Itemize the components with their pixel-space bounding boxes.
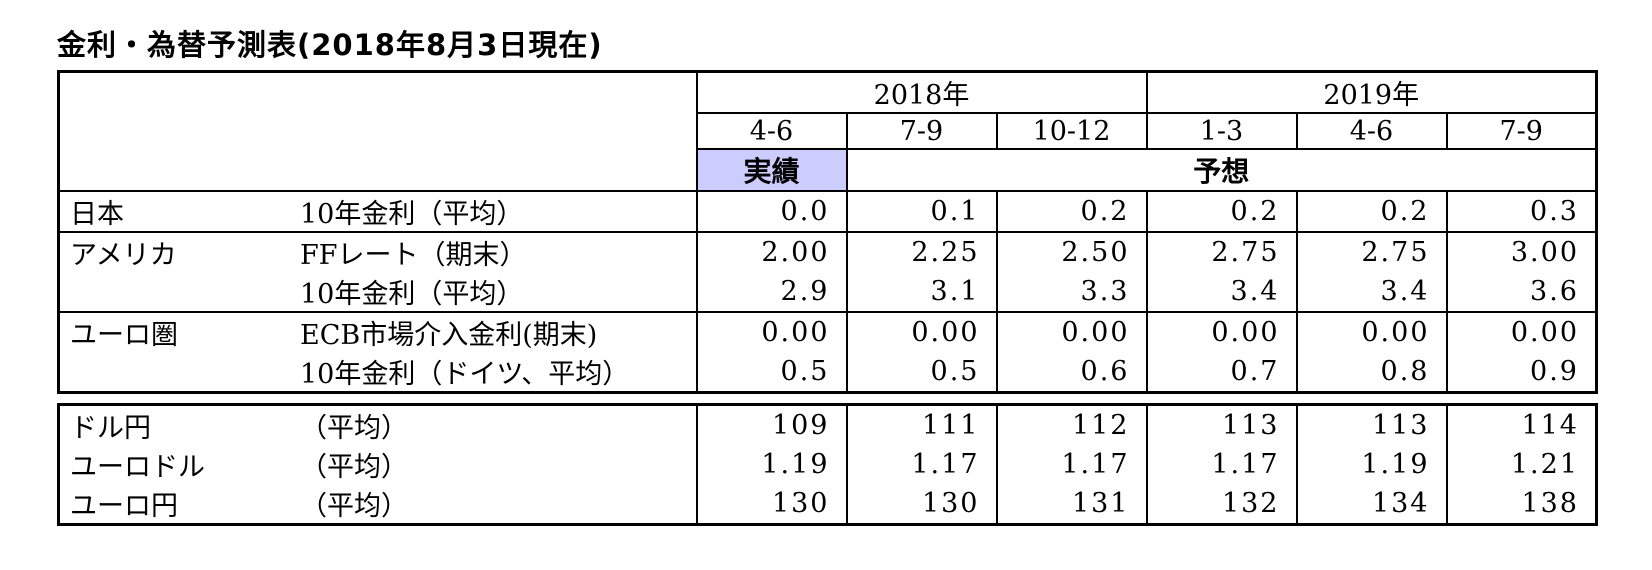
quarter-header-row: 4-6 7-9 10-12 1-3 4-6 7-9 xyxy=(59,113,1597,150)
value-cell: 132 xyxy=(1145,484,1297,525)
rates-row: 日本 10年金利（平均） 0.0 0.1 0.2 0.2 0.2 0.3 xyxy=(58,190,1597,232)
row-label-cell: 日本 10年金利（平均） xyxy=(58,190,697,232)
rates-row: 10年金利（平均） 2.9 3.1 3.3 3.4 3.4 3.6 xyxy=(59,272,1597,312)
metric-label: ECB市場介入金利(期末) xyxy=(300,320,598,351)
value-cell: 0.3 xyxy=(1445,190,1597,232)
value-cell: 138 xyxy=(1445,484,1597,525)
value-cell: 2.9 xyxy=(695,272,847,312)
value-cell: 130 xyxy=(695,484,847,525)
row-label-cell: ドル円 （平均） xyxy=(59,405,697,446)
actual-forecast-row: 実績 予想 xyxy=(59,149,1597,192)
value-cell: 2.50 xyxy=(995,231,1147,272)
value-cell: 131 xyxy=(995,484,1147,525)
quarter-header: 7-9 xyxy=(1445,113,1597,150)
value-cell: 134 xyxy=(1295,484,1447,525)
value-cell: 2.00 xyxy=(695,231,847,272)
row-label-cell: ユーロドル （平均） xyxy=(59,445,697,484)
value-cell: 1.17 xyxy=(995,445,1147,484)
value-cell: 1.19 xyxy=(695,445,847,484)
fx-forecast-table: ドル円 （平均） 109 111 112 113 113 114 ユーロドル （平均） 1.19 1.… xyxy=(57,403,1598,526)
value-cell: 0.9 xyxy=(1445,352,1597,393)
corner-cell xyxy=(58,71,697,192)
rates-row: 10年金利（ドイツ、平均） 0.5 0.5 0.6 0.7 0.8 0.9 xyxy=(59,352,1597,393)
quarter-header: 4-6 xyxy=(1295,113,1447,150)
value-cell: 2.25 xyxy=(845,231,997,272)
rates-forecast-table: 2018年 2019年 4-6 7-9 10-12 1-3 4-6 7-9 実績… xyxy=(57,70,1598,394)
metric-label: （平均） xyxy=(300,413,408,444)
fx-row: ドル円 （平均） 109 111 112 113 113 114 xyxy=(59,404,1597,446)
value-cell: 0.0 xyxy=(695,190,847,232)
row-label-cell: ユーロ円 （平均） xyxy=(59,484,697,525)
forecast-header-cell: 予想 xyxy=(845,149,1597,192)
row-label-cell: アメリカ FFレート（期末） xyxy=(58,231,697,272)
value-cell: 3.4 xyxy=(1295,272,1447,312)
year-header-2019: 2019年 xyxy=(1145,71,1597,114)
value-cell: 1.17 xyxy=(845,445,997,484)
fx-row: ユーロドル （平均） 1.19 1.17 1.17 1.17 1.19 1.21 xyxy=(59,445,1597,484)
value-cell: 3.00 xyxy=(1445,231,1597,272)
value-cell: 1.17 xyxy=(1145,445,1297,484)
value-cell: 2.75 xyxy=(1295,231,1447,272)
fx-row: ユーロ円 （平均） 130 130 131 132 134 138 xyxy=(59,484,1597,525)
metric-label: 10年金利（平均） xyxy=(300,279,524,310)
pair-label: ユーロドル xyxy=(70,452,205,483)
row-label-cell: 10年金利（平均） xyxy=(59,272,697,312)
value-cell: 109 xyxy=(695,404,847,445)
actual-header-cell: 実績 xyxy=(695,149,847,192)
metric-label: 10年金利（ドイツ、平均） xyxy=(300,359,630,390)
value-cell: 3.1 xyxy=(845,272,997,312)
value-cell: 113 xyxy=(1145,404,1297,445)
row-label-cell: ユーロ圏 ECB市場介入金利(期末) xyxy=(58,311,697,352)
value-cell: 3.3 xyxy=(995,272,1147,312)
value-cell: 0.00 xyxy=(995,311,1147,352)
value-cell: 130 xyxy=(845,484,997,525)
row-label-cell: 10年金利（ドイツ、平均） xyxy=(59,352,697,393)
value-cell: 0.00 xyxy=(1445,311,1597,352)
value-cell: 0.2 xyxy=(995,190,1147,232)
quarter-header: 10-12 xyxy=(995,113,1147,150)
fx-table-body: ドル円 （平均） 109 111 112 113 113 114 ユーロドル （平均） 1.19 1.… xyxy=(59,404,1597,525)
value-cell: 0.5 xyxy=(845,352,997,393)
metric-label: （平均） xyxy=(300,452,408,483)
value-cell: 3.4 xyxy=(1145,272,1297,312)
region-label: アメリカ xyxy=(70,240,177,271)
quarter-header: 4-6 xyxy=(695,113,847,150)
pair-label: ドル円 xyxy=(70,413,151,444)
value-cell: 2.75 xyxy=(1145,231,1297,272)
metric-label: FFレート（期末） xyxy=(300,240,527,271)
year-header-2018: 2018年 xyxy=(695,71,1147,114)
value-cell: 113 xyxy=(1295,404,1447,445)
value-cell: 1.19 xyxy=(1295,445,1447,484)
value-cell: 0.6 xyxy=(995,352,1147,393)
pair-label: ユーロ円 xyxy=(70,491,178,522)
value-cell: 0.00 xyxy=(695,311,847,352)
value-cell: 0.2 xyxy=(1295,190,1447,232)
value-cell: 112 xyxy=(995,404,1147,445)
value-cell: 1.21 xyxy=(1445,445,1597,484)
value-cell: 111 xyxy=(845,404,997,445)
rates-row: アメリカ FFレート（期末） 2.00 2.25 2.50 2.75 2.75 3.00 xyxy=(58,231,1597,272)
rates-table-body: 日本 10年金利（平均） 0.0 0.1 0.2 0.2 0.2 0.3 アメリカ FFレート（期… xyxy=(58,190,1597,393)
value-cell: 0.2 xyxy=(1145,190,1297,232)
page-title: 金利・為替予測表(2018年8月3日現在) xyxy=(57,28,603,62)
region-label: ユーロ圏 xyxy=(70,320,178,351)
year-header-row: 2018年 2019年 xyxy=(58,71,1597,192)
value-cell: 0.5 xyxy=(695,352,847,393)
metric-label: 10年金利（平均） xyxy=(300,199,524,230)
value-cell: 0.1 xyxy=(845,190,997,232)
region-label: 日本 xyxy=(70,199,124,230)
value-cell: 0.00 xyxy=(1295,311,1447,352)
rates-row: ユーロ圏 ECB市場介入金利(期末) 0.00 0.00 0.00 0.00 0.00 0.0… xyxy=(58,311,1597,352)
metric-label: （平均） xyxy=(300,491,408,522)
quarter-header: 7-9 xyxy=(845,113,997,150)
value-cell: 114 xyxy=(1445,404,1597,445)
value-cell: 0.8 xyxy=(1295,352,1447,393)
value-cell: 0.00 xyxy=(1145,311,1297,352)
value-cell: 3.6 xyxy=(1445,272,1597,312)
value-cell: 0.7 xyxy=(1145,352,1297,393)
quarter-header: 1-3 xyxy=(1145,113,1297,150)
value-cell: 0.00 xyxy=(845,311,997,352)
